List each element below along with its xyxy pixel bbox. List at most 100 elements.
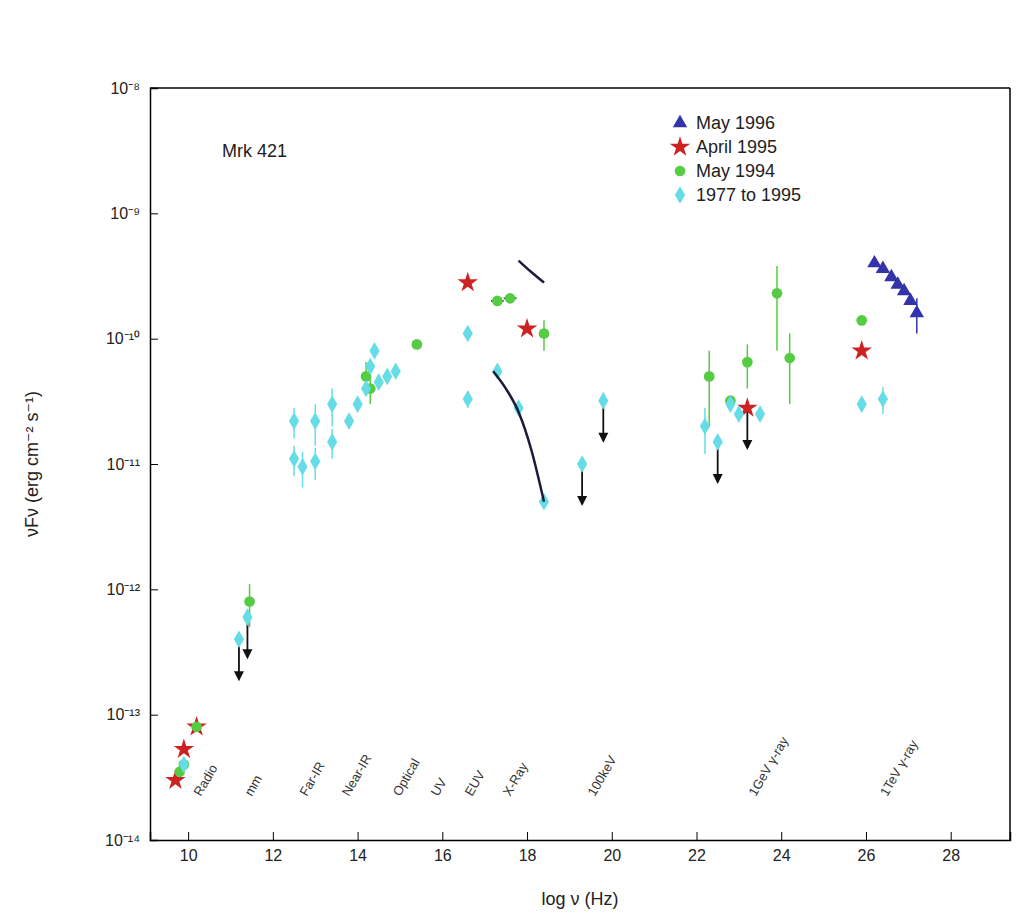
data-point [297,458,307,476]
y-tick-label: 10⁻¹² [107,581,141,598]
data-point [725,395,735,413]
data-point [457,272,477,291]
data-point [704,371,715,382]
data-point [310,412,320,430]
upper-limit-head [242,649,252,659]
x-axis: 10121416182022242628 [151,832,1011,864]
data-point [700,417,710,435]
band-label: Near-IR [339,752,375,799]
data-point [713,433,723,451]
upper-limit-head [598,433,608,443]
x-tick-mark [527,832,528,840]
y-tick: 10⁻⁹ [110,205,158,222]
x-tick-mark [273,832,274,840]
legend-label: May 1994 [696,161,775,181]
data-point [734,405,744,423]
x-tick-label: 20 [603,847,621,864]
data-point [327,433,337,451]
data-point [242,608,252,626]
y-tick-label: 10⁻¹³ [107,706,141,723]
x-axis-title: log ν (Hz) [541,889,618,909]
data-point [382,368,392,386]
x-tick: 28 [942,832,960,864]
y-tick-mark [150,339,158,340]
background [0,0,1025,923]
y-tick-label: 10⁻¹⁰ [106,330,140,347]
x-tick: 12 [264,832,282,864]
y-tick: 10⁻¹² [107,581,158,598]
data-point [365,358,375,376]
legend-marker [675,186,685,204]
x-tick: 14 [349,832,367,864]
band-label: X-Ray [500,759,531,798]
x-tick: 24 [773,832,791,864]
data-point [856,315,867,326]
y-tick-mark [150,464,158,465]
y-tick-label: 10⁻¹⁴ [105,832,140,849]
y-tick: 10⁻⁸ [110,80,158,97]
upper-limit-head [577,496,587,506]
data-point [374,373,384,391]
series-1 [165,272,872,789]
data-point [412,339,423,350]
y-tick: 10⁻¹³ [107,706,158,723]
legend-marker [670,136,690,155]
data-point [310,453,320,471]
plot-area [165,255,924,789]
y-tick-mark [150,589,158,590]
data-point [244,596,255,607]
y-tick-mark [150,213,158,214]
y-axis-line [151,89,159,841]
error-bar [708,351,710,426]
x-tick-mark [781,832,782,840]
y-tick-mark [150,88,158,89]
fit-line [493,371,544,502]
data-point [191,721,202,732]
x-tick-label: 26 [858,847,876,864]
band-label: Radio [190,762,220,799]
band-label: UV [428,775,450,798]
x-tick-mark [697,832,698,840]
data-point [289,412,299,430]
y-tick: 10⁻¹⁰ [106,330,158,347]
chart: 1012141618202224262810⁻¹⁴10⁻¹³10⁻¹²10⁻¹¹… [0,0,1025,923]
frame [150,87,1010,89]
data-point [577,455,587,473]
band-label: mm [241,772,265,798]
band-label: 1GeV γ-ray [745,734,791,799]
data-point [742,357,753,368]
data-point [327,395,337,413]
x-tick-mark [358,832,359,840]
y-tick-label: 10⁻¹¹ [107,456,140,473]
legend-label: April 1995 [696,137,777,157]
frame [1009,88,1011,840]
x-tick: 26 [858,832,876,864]
data-point [857,395,867,413]
data-point [391,362,401,380]
data-point [289,450,299,468]
band-label: 1TeV γ-ray [877,737,921,799]
x-tick-mark [612,832,613,840]
fit-line [519,261,544,283]
data-point [234,630,244,648]
data-point [910,305,924,317]
x-tick: 22 [688,832,706,864]
x-tick: 18 [519,832,537,864]
upper-limit-head [713,474,723,484]
data-point [517,318,537,337]
data-point [463,325,473,343]
y-tick-label: 10⁻⁹ [110,205,140,222]
legend-label: 1977 to 1995 [696,185,801,205]
y-tick-label: 10⁻⁸ [110,80,140,97]
data-point [179,756,189,774]
band-label: Far-IR [296,759,327,798]
data-point [867,255,881,267]
data-point [539,493,549,511]
x-tick-label: 12 [264,847,282,864]
y-tick: 10⁻¹¹ [107,456,158,473]
band-label: EUV [462,768,489,799]
data-point [463,390,473,408]
error-bar [789,333,791,404]
legend-marker [673,115,687,127]
y-tick-mark [150,715,158,716]
